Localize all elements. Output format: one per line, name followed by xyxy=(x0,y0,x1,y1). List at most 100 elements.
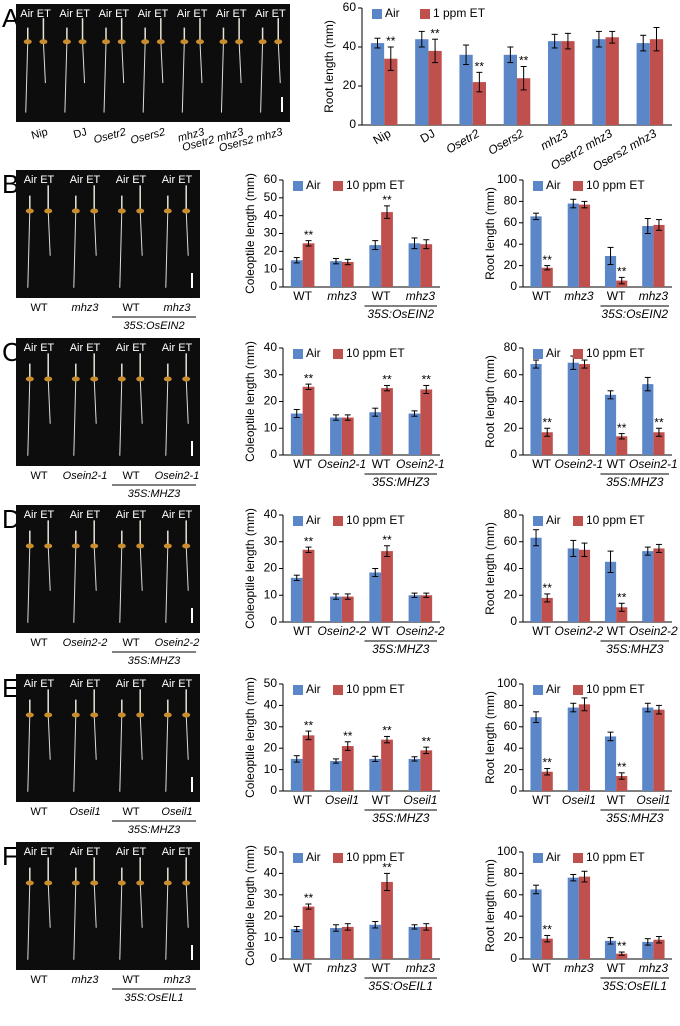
pair-label: Air ET xyxy=(24,174,55,186)
pair-label: Air ET xyxy=(162,342,193,354)
error-bar xyxy=(581,870,588,883)
bar xyxy=(567,362,579,455)
legend-label: 1 ppm ET xyxy=(433,6,486,20)
bar xyxy=(604,736,617,791)
legend-swatch xyxy=(533,181,543,191)
error-bar xyxy=(644,218,651,234)
error-bar xyxy=(305,546,312,553)
error-bar xyxy=(432,38,439,64)
legend-label: 10 ppm ET xyxy=(586,346,645,360)
bar xyxy=(578,876,591,959)
error-bar xyxy=(618,276,625,285)
error-bar xyxy=(411,592,418,598)
bar xyxy=(420,750,433,791)
pair-label: Air ET xyxy=(116,846,147,858)
genotype-label: WT xyxy=(30,637,47,649)
genotype-label: mhz3 xyxy=(72,974,100,986)
pair-label: Air ET xyxy=(116,342,147,354)
legend-label: 10 ppm ET xyxy=(586,850,645,864)
error-bar xyxy=(644,376,651,392)
genotype-label: Osetr2 xyxy=(92,126,127,146)
x-tick-label: Oseil1 xyxy=(403,793,437,807)
x-tick-label: WT xyxy=(293,961,312,975)
error-bar xyxy=(372,407,379,417)
panel-label: A xyxy=(2,3,20,33)
genotype-label: Osers2 xyxy=(129,126,166,147)
bar xyxy=(605,37,619,125)
legend-label: Air xyxy=(306,850,321,864)
seedling-root xyxy=(25,41,29,113)
genotype-label: WT xyxy=(122,302,139,314)
error-bar xyxy=(384,735,391,744)
bar xyxy=(530,889,542,959)
significance-label: ** xyxy=(304,371,314,385)
x-tick-label: WT xyxy=(293,624,312,638)
bar xyxy=(578,204,591,287)
bar xyxy=(369,572,382,622)
y-tick-label: 0 xyxy=(270,783,277,797)
error-bar xyxy=(607,731,614,742)
pair-label: Air ET xyxy=(116,174,147,186)
y-tick-label: 40 xyxy=(264,507,278,521)
seed xyxy=(117,712,126,718)
error-bar xyxy=(655,543,662,553)
group-label: 35S:OsEIN2 xyxy=(601,307,668,321)
error-bar xyxy=(332,257,339,265)
x-tick-label: mhz3 xyxy=(538,126,571,153)
bar xyxy=(420,926,433,959)
y-tick-label: 30 xyxy=(264,719,278,733)
bar xyxy=(330,761,342,791)
bar xyxy=(642,707,654,791)
bar xyxy=(459,54,473,125)
x-tick-label: WT xyxy=(607,624,626,638)
legend-swatch xyxy=(333,181,343,191)
seedling-root xyxy=(181,41,185,113)
x-tick-label: WT xyxy=(372,457,391,471)
seed xyxy=(25,376,34,382)
legend-swatch xyxy=(372,9,382,19)
x-tick-label: Osein2-2 xyxy=(396,624,445,638)
x-tick-label: WT xyxy=(607,457,626,471)
bar xyxy=(561,41,575,125)
error-bar xyxy=(332,758,339,764)
error-bar xyxy=(293,257,300,264)
seedling-root xyxy=(42,41,46,84)
legend-swatch xyxy=(533,685,543,695)
legend-swatch xyxy=(573,181,583,191)
y-tick-label: 0 xyxy=(510,447,517,461)
bar xyxy=(530,537,542,622)
error-bar xyxy=(655,219,662,231)
y-tick-label: 50 xyxy=(264,190,278,204)
seedling-root xyxy=(119,545,123,623)
seedling-root xyxy=(47,714,51,760)
error-bar xyxy=(544,265,551,271)
group-label: 35S:MHZ3 xyxy=(128,655,181,667)
seed xyxy=(117,543,126,549)
bar xyxy=(616,607,628,622)
bar xyxy=(541,938,553,959)
error-bar xyxy=(581,200,588,209)
x-tick-label: Osers2 xyxy=(486,126,527,158)
legend-label: Air xyxy=(546,178,561,192)
x-tick-label: WT xyxy=(532,624,551,638)
pair-label: Air ET xyxy=(59,8,90,20)
genotype-label: Osein2-2 xyxy=(155,637,200,649)
seedling-root xyxy=(47,210,51,256)
bar xyxy=(604,561,617,622)
genotype-label: WT xyxy=(30,806,47,818)
error-bar xyxy=(644,546,651,556)
legend-swatch xyxy=(533,853,543,863)
error-bar xyxy=(644,702,651,713)
error-bar xyxy=(544,768,551,776)
bar xyxy=(653,939,665,959)
photo xyxy=(16,842,200,970)
y-tick-label: 60 xyxy=(504,534,518,548)
legend-swatch xyxy=(333,516,343,526)
y-tick-label: 40 xyxy=(264,866,278,880)
pair-label: Air ET xyxy=(177,8,208,20)
error-bar xyxy=(507,46,514,64)
error-bar xyxy=(384,872,391,892)
error-bar xyxy=(332,924,339,932)
genotype-label: Oseil1 xyxy=(69,806,100,818)
bar xyxy=(604,255,617,287)
